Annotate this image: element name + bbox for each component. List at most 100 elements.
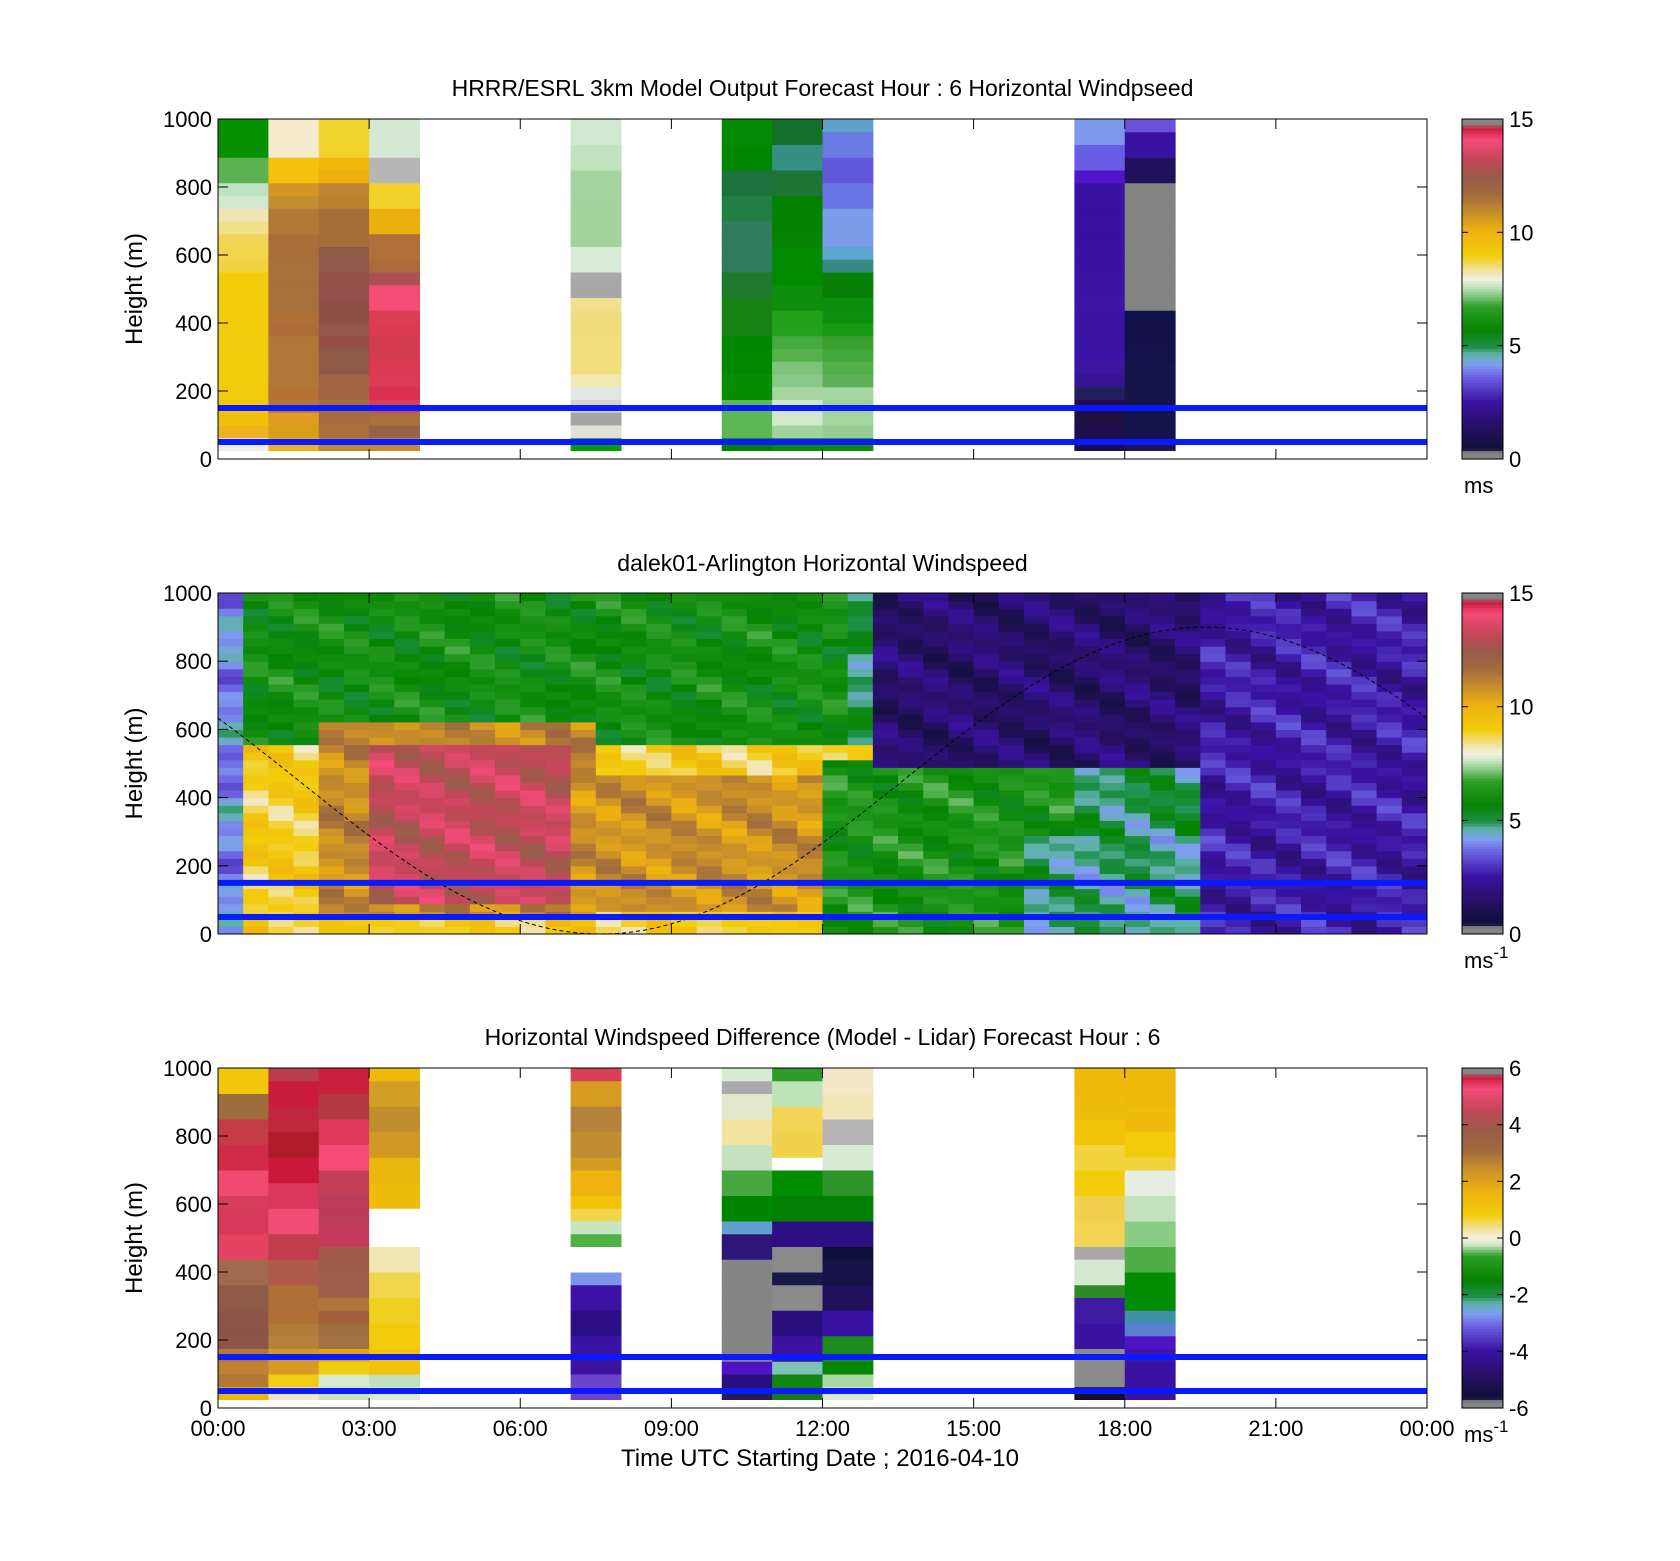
heatmap-cell: [419, 608, 446, 617]
heatmap-cell: [394, 865, 421, 874]
heatmap-cell: [1049, 744, 1075, 753]
heatmap-cell: [822, 386, 874, 400]
heatmap-cell: [218, 797, 244, 806]
heatmap-cell: [797, 918, 824, 928]
colorbar-segment: [1462, 277, 1503, 282]
heatmap-cell: [318, 1119, 370, 1133]
heatmap-cell: [444, 858, 471, 867]
heatmap-cell: [444, 608, 471, 617]
heatmap-cell: [1049, 714, 1075, 723]
heatmap-cell: [1149, 721, 1176, 730]
heatmap-cell: [898, 790, 924, 799]
heatmap-cell: [721, 774, 748, 784]
heatmap-cell: [696, 782, 723, 791]
heatmap-cell: [1074, 805, 1101, 814]
heatmap-cell: [847, 608, 874, 617]
heatmap-cell: [1124, 1068, 1176, 1082]
heatmap-cell: [570, 182, 622, 196]
heatmap-cell: [1049, 903, 1075, 912]
heatmap-cell: [218, 1106, 269, 1120]
heatmap-cell: [268, 646, 295, 655]
colorbar-segment: [1462, 845, 1503, 850]
heatmap-cell: [1074, 144, 1126, 158]
heatmap-cell: [1074, 790, 1101, 799]
heatmap-cell: [1074, 691, 1101, 700]
heatmap-cell: [495, 797, 521, 806]
heatmap-cell: [772, 323, 823, 337]
heatmap-cell: [394, 774, 421, 784]
heatmap-cell: [218, 850, 244, 859]
heatmap-cell: [998, 661, 1025, 670]
heatmap-cell: [772, 1246, 823, 1260]
heatmap-cell: [520, 858, 547, 867]
heatmap-cell: [469, 790, 496, 799]
heatmap-cell: [520, 903, 547, 912]
heatmap-cell: [318, 284, 370, 298]
heatmap-cell: [444, 759, 471, 768]
heatmap-cell: [318, 926, 345, 934]
heatmap-cell: [696, 774, 723, 784]
heatmap-cell: [721, 661, 748, 670]
heatmap-cell: [923, 782, 950, 791]
heatmap-cell: [1024, 903, 1050, 912]
colorbar-segment: [1462, 374, 1503, 378]
heatmap-cell: [369, 835, 395, 844]
heatmap-cell: [1074, 646, 1101, 655]
heatmap-cell: [1024, 896, 1050, 905]
heatmap-cell: [721, 896, 748, 905]
heatmap-cell: [772, 1221, 823, 1235]
heatmap-cell: [1376, 896, 1403, 905]
heatmap-cell: [696, 790, 723, 799]
colorbar-segment: [1462, 1266, 1503, 1270]
heatmap-cell: [1301, 699, 1327, 708]
heatmap-cell: [1175, 812, 1201, 821]
heatmap-cell: [923, 714, 950, 723]
heatmap-cell: [721, 782, 748, 791]
heatmap-cell: [1124, 812, 1151, 821]
heatmap-cell: [1074, 1068, 1126, 1082]
colorbar-segment: [1462, 133, 1503, 137]
heatmap-cell: [343, 873, 370, 882]
heatmap-cell: [746, 918, 773, 928]
heatmap-cell: [646, 926, 672, 934]
heatmap-cell: [1049, 759, 1075, 768]
heatmap-cell: [1124, 615, 1151, 624]
heatmap-cell: [847, 752, 874, 761]
heatmap-cell: [822, 812, 849, 821]
heatmap-cell: [394, 850, 421, 859]
heatmap-cell: [1401, 676, 1427, 685]
heatmap-cell: [343, 699, 370, 708]
colorbar-segment: [1462, 150, 1503, 154]
heatmap-cell: [1275, 805, 1302, 814]
heatmap-cell: [419, 805, 446, 814]
colorbar-segment: [1462, 718, 1503, 722]
heatmap-cell: [444, 600, 471, 609]
colorbar-segment: [1462, 1255, 1503, 1259]
heatmap-cell: [948, 744, 975, 753]
colorbar-segment: [1462, 342, 1503, 347]
heatmap-cell: [772, 608, 798, 617]
heatmap-cell: [318, 623, 345, 632]
heatmap-cell: [772, 744, 798, 753]
colorbar-segment: [1462, 902, 1503, 907]
heatmap-cell: [1250, 843, 1277, 852]
heatmap-cell: [1175, 888, 1201, 897]
heatmap-cell: [570, 827, 597, 837]
colorbar-segment: [1462, 436, 1503, 440]
heatmap-cell: [1149, 646, 1176, 655]
heatmap-cell: [419, 593, 446, 602]
colorbar-segment: [1462, 1303, 1503, 1307]
heatmap-cell: [495, 774, 521, 784]
heatmap-cell: [797, 653, 824, 662]
heatmap-cell: [243, 820, 269, 829]
heatmap-cell: [721, 873, 748, 882]
heatmap-cell: [1401, 774, 1427, 784]
heatmap-cell: [343, 918, 370, 928]
heatmap-cell: [1124, 1170, 1176, 1184]
heatmap-cell: [1225, 714, 1252, 723]
heatmap-cell: [369, 297, 420, 311]
heatmap-cell: [948, 668, 975, 677]
heatmap-cell: [822, 182, 874, 196]
heatmap-cell: [1049, 721, 1075, 730]
heatmap-cell: [369, 721, 395, 730]
